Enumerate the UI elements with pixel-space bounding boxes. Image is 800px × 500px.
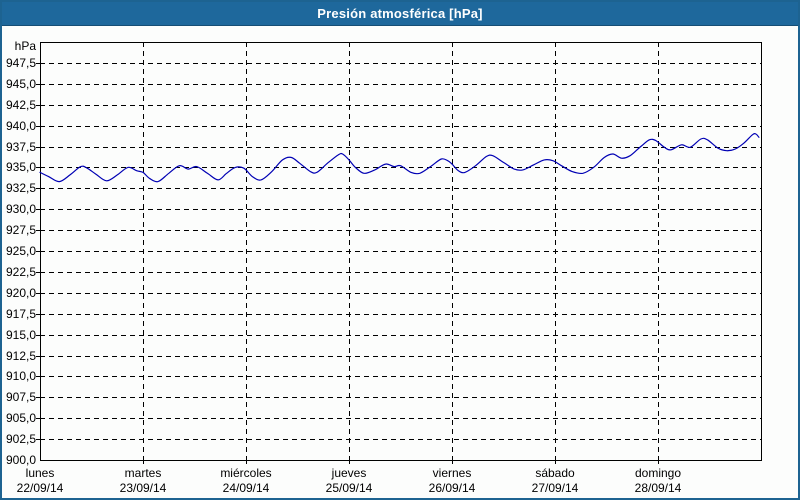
y-tick-label: 930,0	[5, 202, 36, 217]
y-tick-label: 915,0	[5, 327, 36, 342]
x-tick-date-label: 25/09/14	[325, 481, 373, 495]
y-tick-label: 905,0	[5, 411, 36, 426]
y-tick-label: 907,5	[5, 390, 36, 405]
x-tick-weekday-label: lunes	[25, 466, 55, 480]
x-tick-weekday-label: jueves	[331, 466, 367, 480]
y-tick-label: 920,0	[5, 285, 36, 300]
y-tick-label: 945,0	[5, 76, 36, 91]
pressure-data-line	[39, 133, 760, 183]
axis-ticks	[36, 63, 659, 464]
x-tick-weekday-label: viernes	[432, 466, 472, 480]
y-tick-label: 927,5	[5, 223, 36, 238]
y-tick-label: 917,5	[5, 306, 36, 321]
x-tick-weekday-label: domingo	[634, 466, 682, 480]
y-tick-label: 912,5	[5, 348, 36, 363]
y-tick-label: 922,5	[5, 264, 36, 279]
x-tick-date-label: 24/09/14	[222, 481, 270, 495]
y-tick-label: 925,0	[5, 244, 36, 258]
y-tick-label: 947,5	[5, 55, 36, 70]
plot-border	[40, 42, 762, 461]
y-tick-label: 910,0	[5, 369, 36, 384]
y-tick-label: 940,0	[5, 118, 36, 133]
vertical-gridlines	[143, 42, 659, 460]
y-tick-label: 902,5	[5, 432, 36, 447]
window-title-bar[interactable]: Presión atmosférica [hPa]	[2, 2, 798, 26]
x-tick-date-label: 27/09/14	[531, 481, 579, 495]
y-tick-label: 932,5	[5, 181, 36, 196]
x-tick-weekday-label: miércoles	[220, 466, 272, 480]
horizontal-gridlines	[40, 63, 761, 440]
x-tick-weekday-label: martes	[124, 466, 162, 480]
y-tick-label: 935,0	[5, 160, 36, 175]
y-tick-label: 937,5	[5, 139, 36, 154]
y-tick-label: 900,0	[5, 453, 36, 467]
window-title: Presión atmosférica [hPa]	[317, 6, 483, 21]
x-tick-date-label: 28/09/14	[634, 481, 682, 495]
y-tick-label: 942,5	[5, 97, 36, 112]
y-axis-unit-label: hPa	[14, 39, 36, 53]
x-tick-date-label: 22/09/14	[16, 481, 64, 495]
pressure-line-chart	[36, 42, 762, 464]
x-tick-date-label: 26/09/14	[428, 481, 476, 495]
x-tick-date-label: 23/09/14	[119, 481, 167, 495]
x-tick-weekday-label: sábado	[535, 466, 575, 480]
chart-container: hPa 947,5 945,0 942,5 940,0 937,5 935,0 932,5 9…	[2, 26, 798, 498]
